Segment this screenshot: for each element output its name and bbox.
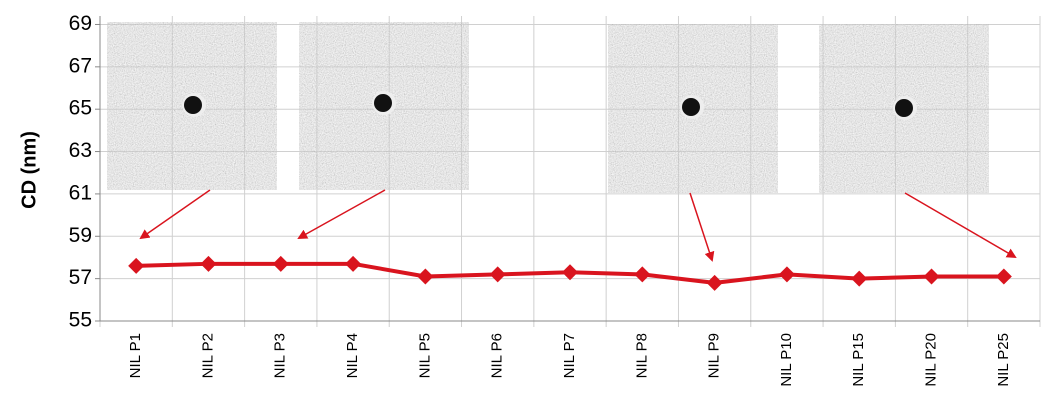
data-point [345, 255, 362, 272]
data-point [706, 274, 723, 291]
data-point [995, 268, 1012, 285]
x-tick-label: NIL P7 [561, 333, 578, 378]
arrow [297, 189, 386, 239]
y-axis-label: CD (nm) [18, 131, 40, 209]
x-tick-label: NIL P8 [633, 333, 650, 378]
sem-image [819, 24, 989, 193]
y-tick-label: 55 [69, 309, 92, 332]
data-point [562, 264, 578, 281]
x-tick-label: NIL P20 [923, 333, 940, 387]
y-tick-label: 61 [69, 181, 92, 204]
x-tick-label: NIL P5 [416, 333, 433, 378]
sem-image [299, 22, 469, 190]
sem-image [107, 22, 277, 190]
arrow [689, 192, 715, 262]
sem-image [608, 24, 778, 193]
x-tick-label: NIL P3 [272, 333, 289, 378]
data-point [778, 266, 795, 283]
x-tick-label: NIL P4 [344, 333, 361, 378]
x-tick-label: NIL P15 [850, 333, 867, 387]
data-point [272, 255, 289, 272]
y-tick-label: 59 [69, 224, 92, 247]
x-tick-label: NIL P6 [489, 333, 506, 378]
x-tick-label: NIL P25 [995, 333, 1012, 387]
data-point [489, 266, 506, 283]
data-point [417, 268, 434, 285]
y-tick-label: 65 [69, 97, 92, 120]
arrow [904, 192, 1017, 259]
y-tick-label: 69 [69, 12, 92, 35]
x-tick-label: NIL P1 [127, 333, 144, 378]
data-point [200, 255, 217, 272]
data-point [851, 270, 868, 287]
x-tick-label: NIL P2 [199, 333, 216, 378]
x-tick-label: NIL P9 [706, 333, 723, 378]
y-tick-label: 67 [69, 54, 92, 77]
x-tick-label: NIL P10 [778, 333, 795, 387]
sem-insets [107, 22, 1017, 262]
data-point [923, 268, 940, 285]
y-tick-label: 63 [69, 139, 92, 162]
data-point [128, 257, 145, 274]
y-tick-label: 57 [69, 266, 92, 289]
arrow [139, 189, 211, 240]
data-point [634, 266, 651, 283]
